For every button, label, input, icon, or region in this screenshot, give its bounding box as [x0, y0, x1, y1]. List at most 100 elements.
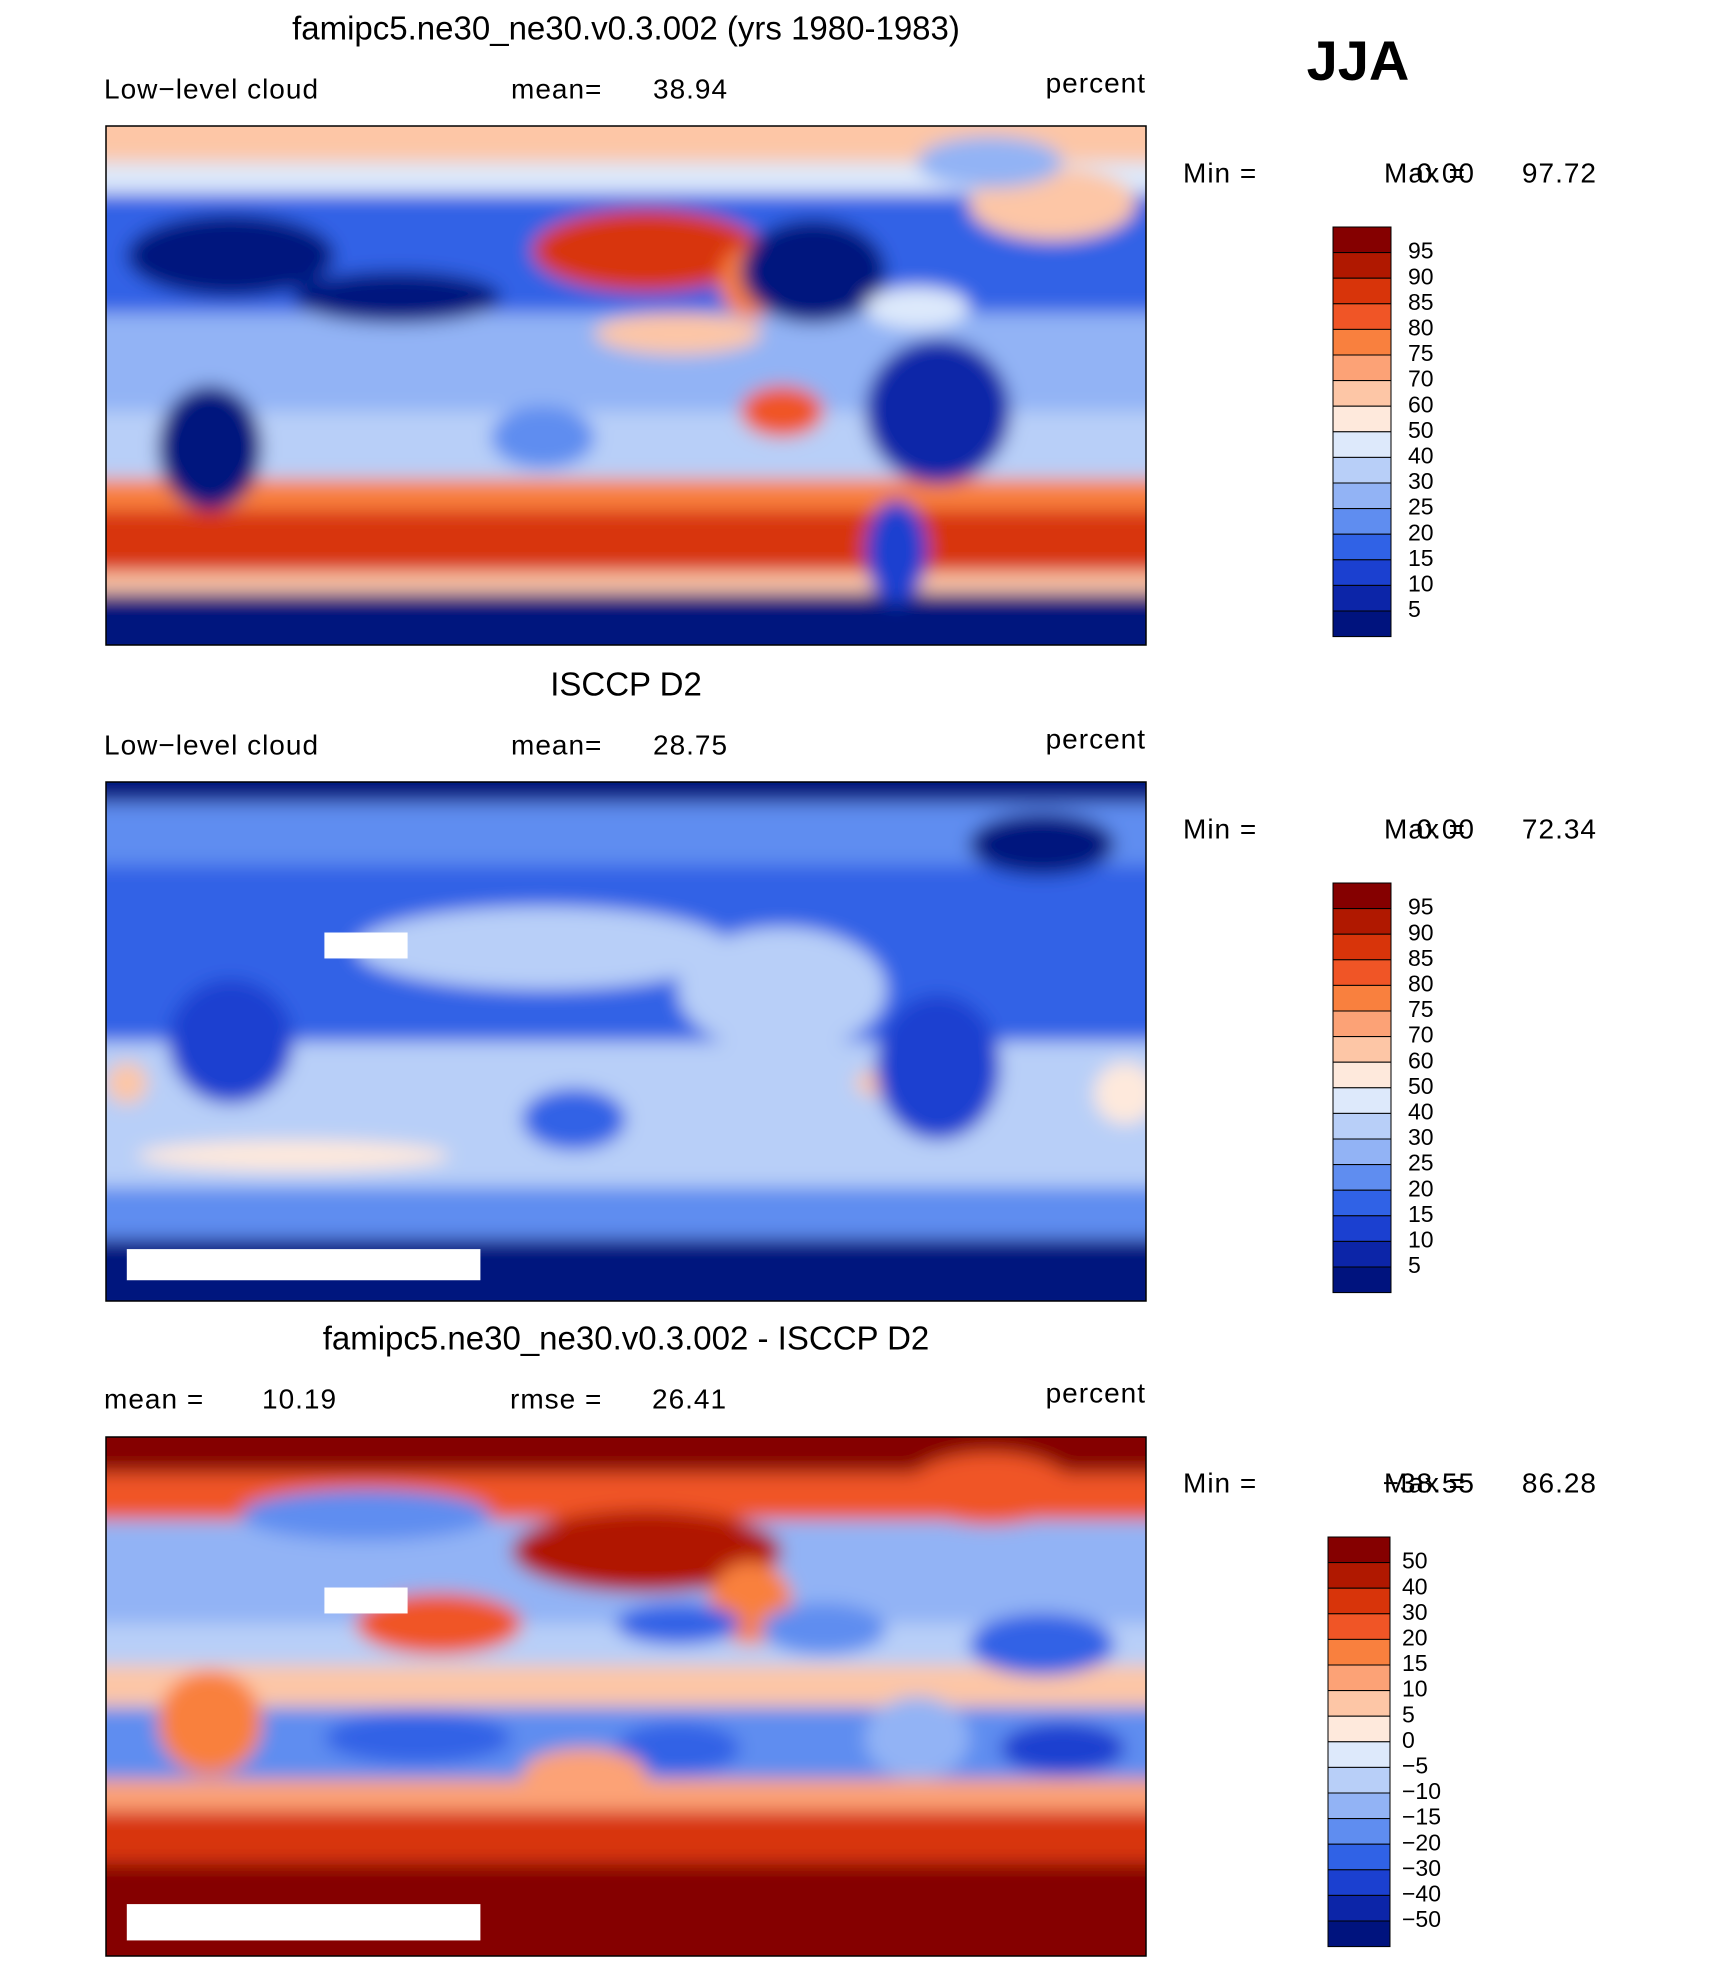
map-blob [917, 136, 1063, 189]
colorbar-box [1332, 303, 1392, 330]
map-band [106, 593, 1146, 645]
field-label: Low−level cloud [104, 73, 319, 104]
colorbar-label: 40 [1408, 442, 1434, 468]
colorbar-box [1332, 610, 1392, 638]
colorbar-label: 90 [1408, 919, 1434, 945]
map-frame [105, 1436, 1147, 1957]
map-blob [355, 906, 730, 990]
colorbar-box [1327, 1741, 1391, 1768]
colorbar-box [1332, 1189, 1392, 1217]
colorbar-label: 15 [1408, 545, 1434, 571]
map-blob [168, 979, 294, 1104]
colorbar-label: 5 [1408, 596, 1421, 622]
colorbar-box [1332, 908, 1392, 935]
colorbar-label: 75 [1408, 340, 1434, 366]
map-field [106, 782, 1146, 1301]
colorbar-label: −30 [1402, 1855, 1441, 1881]
map-fill [106, 126, 1146, 645]
map-blob [511, 1509, 782, 1593]
colorbar-box [1332, 1010, 1392, 1038]
colorbar-box [1327, 1792, 1391, 1820]
missing-data [126, 1249, 481, 1281]
map-fill [106, 782, 1146, 1301]
colorbar-box [1332, 277, 1392, 305]
colorbar-label: 50 [1408, 1073, 1434, 1099]
colorbar-box [1332, 1087, 1392, 1114]
stat-label: mean = [104, 1383, 204, 1414]
colorbar-box [1327, 1715, 1391, 1743]
map-field [106, 1437, 1146, 1956]
colorbar-box [1332, 959, 1392, 986]
panel-title: ISCCP D2 [550, 666, 702, 703]
missing-data [126, 1904, 481, 1941]
map-blob [158, 1670, 262, 1775]
field-label: Low−level cloud [104, 729, 319, 760]
map-blob [1094, 1062, 1146, 1125]
colorbar-box [1332, 1061, 1392, 1089]
colorbar-box [1332, 354, 1392, 382]
colorbar-label: 70 [1408, 366, 1434, 392]
map-blob [678, 927, 886, 1052]
colorbar-box [1332, 456, 1392, 484]
colorbar-label: 50 [1402, 1548, 1428, 1574]
colorbar-box [1332, 1240, 1392, 1268]
colorbar-box [1327, 1587, 1391, 1615]
map-blob [324, 1712, 512, 1764]
colorbar-box [1332, 933, 1392, 961]
map-band [106, 1810, 1146, 1863]
map-blob [865, 1696, 970, 1780]
colorbar-label: −40 [1402, 1880, 1441, 1906]
colorbar-box [1332, 252, 1392, 279]
colorbar-label: 70 [1408, 1022, 1434, 1048]
colorbar-label: 75 [1408, 996, 1434, 1022]
map-blob [594, 312, 762, 355]
map-blob [106, 1062, 148, 1104]
map-blob [906, 1452, 1074, 1526]
colorbar-box [1327, 1869, 1391, 1896]
stat-label: rmse = [510, 1383, 602, 1414]
map-blob [615, 1603, 741, 1645]
colorbar-box [1332, 1036, 1392, 1063]
map-band [106, 782, 1146, 803]
colorbar-label: 30 [1402, 1599, 1428, 1625]
colorbar-label: 5 [1408, 1252, 1421, 1278]
colorbar-label: 40 [1408, 1098, 1434, 1124]
max-value: 72.34 [1522, 813, 1597, 844]
colorbar-label: 15 [1402, 1650, 1428, 1676]
colorbar-label: 5 [1402, 1701, 1415, 1727]
map-blob [969, 813, 1115, 876]
map-fill [106, 1437, 1146, 1956]
colorbar-box [1332, 1138, 1392, 1166]
colorbar-label: 60 [1408, 391, 1434, 417]
map-band [106, 1186, 1146, 1239]
colorbar-box [1327, 1638, 1391, 1666]
map-blob [615, 1722, 741, 1775]
units-label: percent [1046, 67, 1146, 98]
colorbar-box [1332, 1215, 1392, 1242]
colorbar-box [1327, 1664, 1391, 1692]
stat-label: mean= [511, 73, 602, 104]
map-blob [241, 1488, 491, 1541]
stat-label: mean= [511, 729, 602, 760]
colorbar-label: 20 [1408, 519, 1434, 545]
map-blob [740, 385, 824, 438]
colorbar-label: 30 [1408, 468, 1434, 494]
min-value: 0.00 [1417, 813, 1476, 844]
missing-data [324, 1587, 408, 1614]
map-band [106, 802, 1146, 866]
stat-value: 38.94 [653, 73, 728, 104]
colorbar-label: 20 [1408, 1175, 1434, 1201]
map-band [106, 510, 1146, 573]
units-label: percent [1046, 1377, 1146, 1408]
colorbar-box [1332, 1112, 1392, 1140]
colorbar-box [1327, 1613, 1391, 1640]
map-blob [532, 209, 762, 293]
colorbar-label: −50 [1402, 1906, 1441, 1932]
colorbar-box [1332, 508, 1392, 535]
colorbar-box [1332, 405, 1392, 433]
map-blob [865, 286, 970, 329]
colorbar-box [1332, 882, 1392, 910]
map-frame [105, 781, 1147, 1302]
min-value: 0.00 [1417, 157, 1476, 188]
colorbar-label: −15 [1402, 1804, 1441, 1830]
